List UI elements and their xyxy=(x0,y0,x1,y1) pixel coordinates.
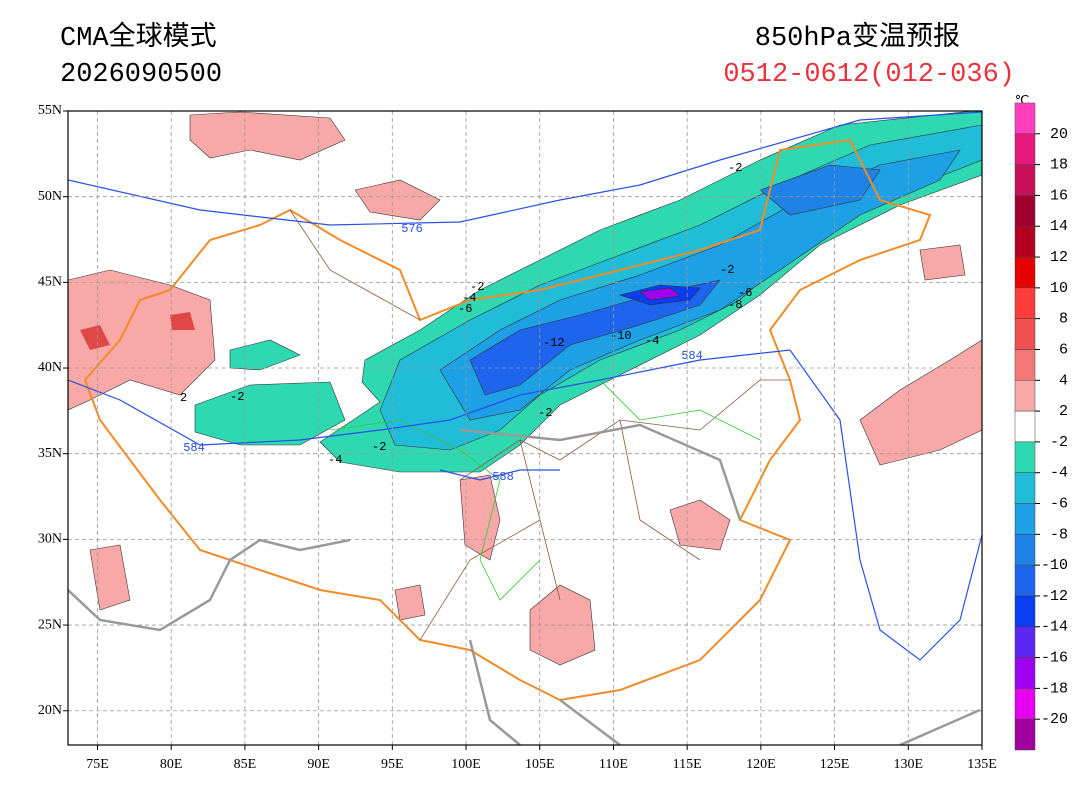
lon-tick-label: 95E xyxy=(381,757,404,772)
contour-label: -6 xyxy=(458,302,472,316)
lon-tick-label: 110E xyxy=(599,757,628,772)
lon-tick-label: 125E xyxy=(820,757,850,772)
lon-tick-label: 130E xyxy=(894,757,924,772)
contour-label: 584 xyxy=(681,349,703,363)
map-field: 576 584 584 588 -2 -2 -4 -6 -12 -10 -4 -… xyxy=(68,111,982,745)
lon-tick-label: 105E xyxy=(525,757,555,772)
colorbar-swatch xyxy=(1014,102,1036,135)
colorbar-label: 20 xyxy=(1050,126,1068,143)
colorbar-label: 12 xyxy=(1050,249,1068,266)
colorbar-swatch xyxy=(1014,441,1036,473)
lon-tick-label: 135E xyxy=(967,757,997,772)
colorbar-swatch xyxy=(1014,688,1036,720)
lat-tick-label: 45N xyxy=(38,275,62,290)
colorbar-swatch xyxy=(1014,380,1036,412)
colorbar-label: 18 xyxy=(1050,157,1068,174)
warm-core xyxy=(80,312,195,350)
period: 0512-0612(012-036) xyxy=(723,60,1015,90)
contour-label: -2 xyxy=(372,440,386,454)
colorbar-label: -2 xyxy=(1050,434,1068,451)
colorbar-swatch xyxy=(1014,503,1036,535)
colorbar-label: 14 xyxy=(1050,218,1068,235)
contour-label: 584 xyxy=(183,441,205,455)
contour-label: -2 xyxy=(230,390,244,404)
colorbar-swatch xyxy=(1014,349,1036,381)
lon-tick-label: 115E xyxy=(673,757,702,772)
colorbar-swatch xyxy=(1014,534,1036,566)
lon-tick-label: 100E xyxy=(451,757,481,772)
lat-tick-label: 40N xyxy=(38,360,62,375)
colorbar-label: -8 xyxy=(1050,526,1068,543)
lon-tick-label: 75E xyxy=(86,757,109,772)
lat-tick-label: 30N xyxy=(38,532,62,547)
contour-label: 588 xyxy=(492,470,514,484)
contour-label: -4 xyxy=(328,453,342,467)
temp-labels: -2 -2 -4 -6 -12 -10 -4 -6 -8 -2 -2 -2 -4… xyxy=(180,161,752,467)
contour-label: -4 xyxy=(462,291,476,305)
lon-tick-label: 80E xyxy=(160,757,183,772)
contour-label: 576 xyxy=(401,222,423,236)
height-labels: 576 584 584 588 xyxy=(183,222,703,484)
colorbar-label: 10 xyxy=(1050,280,1068,297)
colorbar-label: -12 xyxy=(1041,588,1068,605)
colorbar-swatch xyxy=(1014,595,1036,628)
colorbar-label: -10 xyxy=(1041,557,1068,574)
contour-label: -12 xyxy=(543,336,565,350)
warm-areas xyxy=(68,111,982,666)
colorbar-swatch xyxy=(1014,718,1036,751)
colorbar-swatch xyxy=(1014,657,1036,689)
colorbar-label: -18 xyxy=(1041,680,1068,697)
colorbar-label: -14 xyxy=(1041,619,1068,636)
colorbar-label: -4 xyxy=(1050,465,1068,482)
colorbar-swatch xyxy=(1014,626,1036,658)
lon-tick-label: 85E xyxy=(234,757,257,772)
colorbar-swatch xyxy=(1014,195,1036,227)
colorbar-label: -6 xyxy=(1050,495,1068,512)
lat-tick-label: 35N xyxy=(38,446,62,461)
colorbar-swatch xyxy=(1014,410,1036,443)
colorbar-label: 2 xyxy=(1059,403,1068,420)
colorbar-label: 16 xyxy=(1050,187,1068,204)
colorbar-label: -20 xyxy=(1041,711,1068,728)
colorbar-swatch xyxy=(1014,225,1036,258)
lat-tick-label: 50N xyxy=(38,189,62,204)
colorbar-label: 6 xyxy=(1059,341,1068,358)
colorbar-swatch xyxy=(1014,133,1036,165)
contour-label: -2 xyxy=(728,161,742,175)
contour-label: -4 xyxy=(645,334,659,348)
contour-label: -10 xyxy=(610,329,632,343)
lat-tick-label: 55N xyxy=(38,103,62,118)
contour-label: -8 xyxy=(728,298,742,312)
init-time: 2026090500 xyxy=(60,60,222,90)
colorbar-swatch xyxy=(1014,472,1036,504)
colorbar-swatch xyxy=(1014,564,1036,597)
map-frame xyxy=(67,110,983,746)
model-name: CMA全球模式 xyxy=(60,21,217,54)
contour-label: -6 xyxy=(738,286,752,300)
contour-label: -2 xyxy=(470,280,484,294)
colorbar-label: 4 xyxy=(1059,372,1068,389)
colorbar-label: -16 xyxy=(1041,650,1068,667)
lon-tick-label: 120E xyxy=(746,757,776,772)
colorbar-label: 8 xyxy=(1059,311,1068,328)
colorbar-swatch xyxy=(1014,256,1036,289)
product: 850hPa变温预报 xyxy=(755,21,960,54)
contour-label: 2 xyxy=(180,391,187,405)
lat-tick-label: 25N xyxy=(38,617,62,632)
colorbar-swatch xyxy=(1014,287,1036,319)
lat-tick-label: 20N xyxy=(38,703,62,718)
contour-label: -2 xyxy=(538,406,552,420)
contour-label: -2 xyxy=(720,263,734,277)
cold-areas xyxy=(194,111,982,473)
colorbar-swatch xyxy=(1014,318,1036,350)
lon-tick-label: 90E xyxy=(307,757,330,772)
colorbar-swatch xyxy=(1014,164,1036,196)
